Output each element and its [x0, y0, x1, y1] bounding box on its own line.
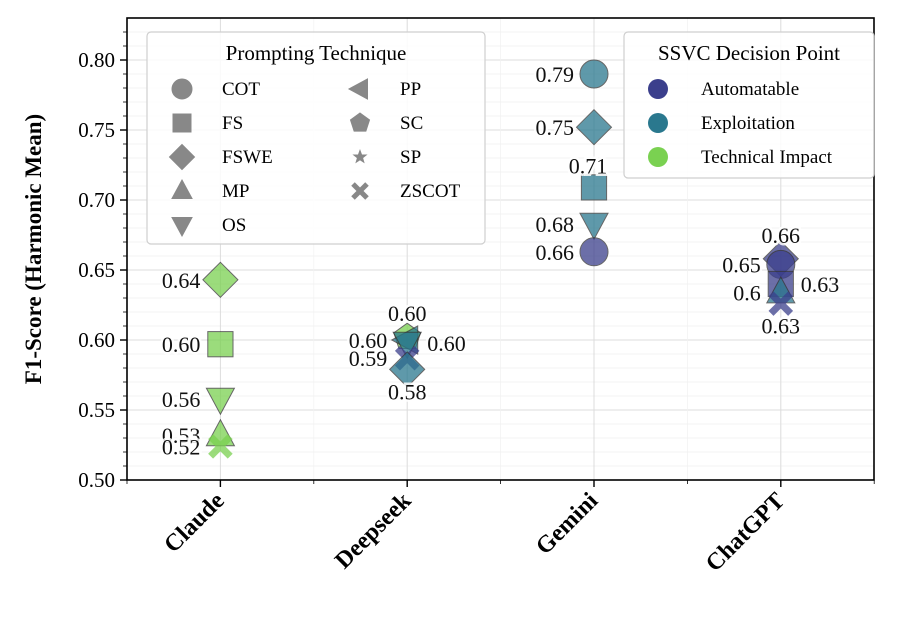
- data-label: 0.75: [536, 115, 575, 140]
- y-tick-label: 0.75: [78, 118, 115, 142]
- legend-swatch: [648, 147, 668, 167]
- y-tick-label: 0.60: [78, 328, 115, 352]
- decision-legend-title: SSVC Decision Point: [658, 41, 840, 65]
- data-label: 0.60: [427, 331, 466, 356]
- data-label: 0.53: [162, 423, 201, 448]
- data-point-claude-fswe: [202, 261, 239, 299]
- data-point-claude-zscot: [208, 434, 233, 459]
- data-label: 0.66: [762, 223, 801, 248]
- legend-marker-fswe: [168, 143, 196, 171]
- legend-marker-sp: [352, 149, 368, 164]
- technique-legend-box: [146, 31, 486, 245]
- legend-marker-pp: [347, 78, 368, 100]
- decision-legend-box: [623, 31, 875, 179]
- legend-marker-zscot: [351, 182, 369, 200]
- data-point-deepseek-fswe: [388, 351, 426, 388]
- legend-marker-fs: [172, 113, 192, 133]
- decision-legend: SSVC Decision Point Automatable Exploitat…: [623, 31, 875, 179]
- legend-label-pp: PP: [400, 79, 421, 100]
- y-tick-label: 0.55: [78, 398, 115, 422]
- y-axis-title: F1-Score (Harmonic Mean): [21, 114, 46, 384]
- data-point-gemini-cot: [579, 59, 609, 89]
- data-label: 0.59: [349, 346, 388, 371]
- data-point-gemini-os: [579, 212, 609, 241]
- data-label: 0.63: [801, 272, 840, 297]
- data-point-claude-os: [205, 387, 236, 416]
- data-label: 0.71: [569, 153, 608, 178]
- legend-label: Exploitation: [701, 113, 795, 134]
- data-label: 0.66: [536, 240, 575, 265]
- x-tick-label: Gemini: [531, 488, 603, 560]
- data-label: 0.63: [762, 314, 801, 339]
- legend-marker-os: [171, 217, 193, 238]
- legend-label-sc: SC: [400, 113, 423, 134]
- data-label: 0.60: [349, 328, 388, 353]
- technique-legend: Prompting Technique COT FS FSWE MP OS PP SC SP Z…: [146, 31, 486, 245]
- data-label: 0.6: [733, 280, 761, 305]
- y-tick-label: 0.50: [78, 468, 115, 492]
- x-tick-label: ChatGPT: [701, 488, 790, 577]
- legend-swatch: [648, 113, 668, 133]
- legend-label-mp: MP: [222, 181, 249, 202]
- x-tick-label: Deepseek: [330, 487, 417, 574]
- data-label: 0.64: [162, 268, 201, 293]
- y-tick-label: 0.65: [78, 258, 115, 282]
- data-label: 0.56: [162, 387, 201, 412]
- legend-label: Technical Impact: [701, 147, 833, 168]
- data-label: 0.60: [388, 301, 427, 326]
- legend-label-os: OS: [222, 215, 246, 236]
- legend-swatch: [648, 79, 668, 99]
- legend-marker-cot: [171, 78, 193, 100]
- legend-marker-sc: [349, 112, 371, 132]
- data-point-claude-fs: [207, 331, 234, 358]
- legend-label-fswe: FSWE: [222, 147, 273, 168]
- data-point-gemini-fswe: [575, 108, 613, 146]
- data-point-deepseek-os: [392, 331, 423, 360]
- x-tick-label: Claude: [159, 488, 229, 558]
- data-points: [202, 59, 800, 459]
- data-label: 0.52: [162, 434, 201, 459]
- legend-marker-mp: [171, 178, 193, 199]
- legend-label-cot: COT: [222, 79, 260, 100]
- technique-legend-title: Prompting Technique: [226, 41, 407, 65]
- data-point-gemini-fs: [580, 174, 608, 201]
- legend-label-fs: FS: [222, 113, 243, 134]
- legend-label-sp: SP: [400, 147, 421, 168]
- data-label: 0.58: [388, 379, 427, 404]
- data-labels: 0.640.600.560.530.520.600.60 0.600.590.58…: [159, 60, 841, 462]
- data-point-chatgpt-zscot: [768, 291, 794, 316]
- y-tick-label: 0.70: [78, 188, 115, 212]
- legend-label: Automatable: [701, 79, 799, 100]
- data-label: 0.60: [162, 332, 201, 357]
- data-label: 0.79: [536, 62, 575, 87]
- data-label: 0.68: [536, 212, 575, 237]
- y-tick-label: 0.80: [78, 48, 115, 72]
- data-point-gemini-cot: [579, 237, 609, 267]
- legend-label-zscot: ZSCOT: [400, 181, 461, 202]
- data-label: 0.65: [722, 252, 761, 277]
